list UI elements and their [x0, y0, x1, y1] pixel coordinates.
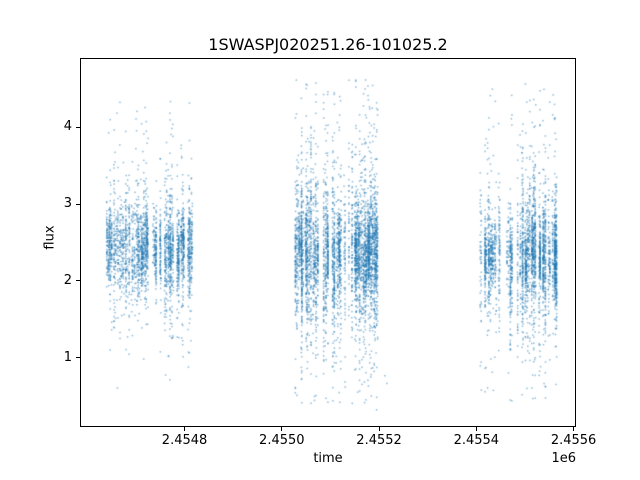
- x-tick-label: 2.4550: [259, 433, 305, 448]
- x-tick-label: 2.4548: [161, 433, 208, 448]
- x-tick-mark: [184, 427, 186, 431]
- y-tick-label: 3: [63, 196, 72, 212]
- scatter-points-canvas: [81, 59, 575, 426]
- chart-title: 1SWASPJ020251.26-101025.2: [208, 35, 448, 54]
- x-tick-mark: [573, 427, 575, 431]
- plot-area: [80, 58, 576, 427]
- x-tick-mark: [378, 427, 380, 431]
- y-axis-label: flux: [42, 225, 58, 250]
- x-axis-offset-label: 1e6: [551, 451, 576, 466]
- x-tick-mark: [475, 427, 477, 431]
- x-tick-mark: [281, 427, 283, 431]
- y-tick-label: 1: [63, 349, 72, 365]
- y-tick-label: 2: [63, 272, 72, 288]
- x-tick-label: 2.4556: [550, 433, 597, 448]
- x-tick-label: 2.4552: [356, 433, 402, 448]
- x-tick-label: 2.4554: [453, 433, 500, 448]
- y-tick-label: 4: [63, 119, 72, 135]
- x-axis-label: time: [313, 451, 343, 466]
